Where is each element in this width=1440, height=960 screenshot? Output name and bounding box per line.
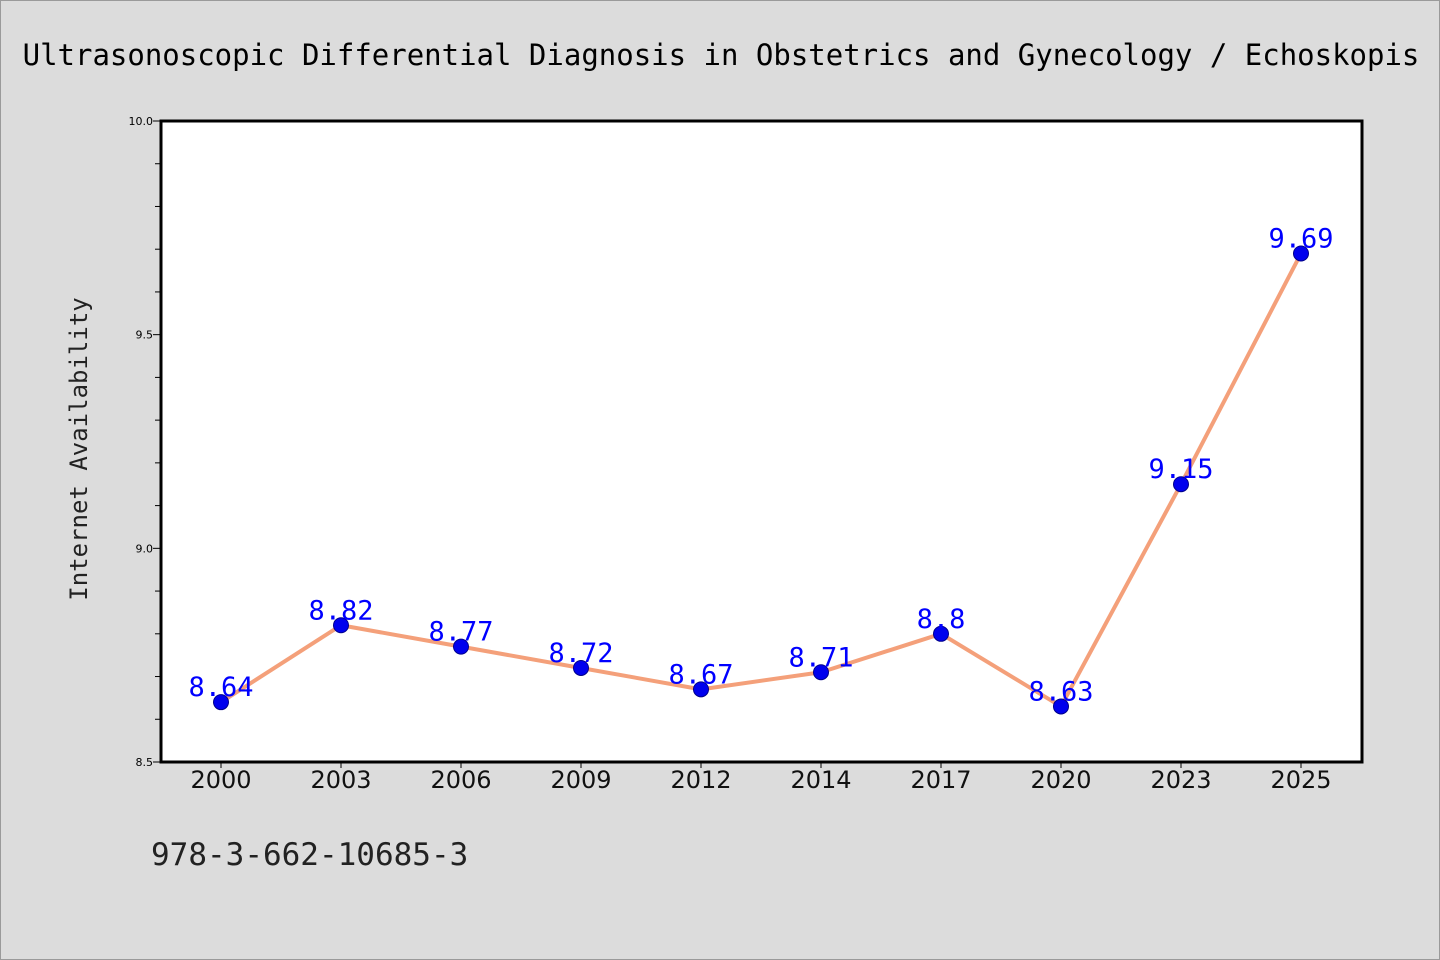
x-tick-label: 2000 xyxy=(190,766,251,794)
data-point-marker xyxy=(813,664,829,681)
data-label: 8.77 xyxy=(428,617,493,648)
y-axis-label: Internet Availability xyxy=(65,297,93,600)
plot-area xyxy=(161,121,1362,762)
plot-frame xyxy=(159,119,1364,764)
x-tick-label: 2003 xyxy=(310,766,371,794)
y-tick-label: 10.0 xyxy=(129,115,154,128)
x-tick-label: 2009 xyxy=(550,766,611,794)
series-line xyxy=(219,251,1303,709)
data-point-marker xyxy=(1053,698,1069,715)
x-tick-label: 2014 xyxy=(790,766,851,794)
data-label: 8.71 xyxy=(788,642,853,673)
chart-title: Ultrasonoscopic Differential Diagnosis i… xyxy=(23,38,1420,72)
data-label: 9.15 xyxy=(1148,454,1213,485)
data-point-marker xyxy=(573,659,589,676)
y-tick-label: 8.5 xyxy=(136,756,154,769)
x-tick-label: 2006 xyxy=(430,766,491,794)
data-point-marker xyxy=(213,694,229,711)
data-label: 8.64 xyxy=(188,672,253,703)
x-tick-label: 2023 xyxy=(1150,766,1211,794)
isbn-text: 978-3-662-10685-3 xyxy=(151,837,468,873)
data-point-marker xyxy=(453,638,469,655)
data-label: 8.63 xyxy=(1028,676,1093,707)
data-point-marker xyxy=(933,625,949,642)
data-label: 9.69 xyxy=(1268,223,1333,254)
y-tick-label: 9.0 xyxy=(136,542,154,555)
data-point-marker xyxy=(333,617,349,634)
data-label: 8.82 xyxy=(308,595,373,626)
x-tick-label: 2020 xyxy=(1030,766,1091,794)
data-point-marker xyxy=(1173,476,1189,493)
data-label: 8.67 xyxy=(668,659,733,690)
data-label: 8.8 xyxy=(917,604,966,635)
x-tick-label: 2012 xyxy=(670,766,731,794)
x-tick-label: 2017 xyxy=(910,766,971,794)
x-tick-label: 2025 xyxy=(1270,766,1331,794)
series-group: 8.64 8.82 8.77 8.72 8.67 8.71 8.8 8.63 9.15 9.69 xyxy=(188,223,1334,715)
data-point-marker xyxy=(693,681,709,698)
y-axis-ticks: 8.5 9.0 9.5 10.0 xyxy=(129,115,161,769)
y-tick-label: 9.5 xyxy=(136,329,154,342)
data-point-marker xyxy=(1293,245,1309,262)
x-axis-ticks: 2000 2003 2006 2009 2012 2014 2017 2020 2023 2025 xyxy=(190,762,1332,794)
data-label: 8.72 xyxy=(548,638,613,669)
